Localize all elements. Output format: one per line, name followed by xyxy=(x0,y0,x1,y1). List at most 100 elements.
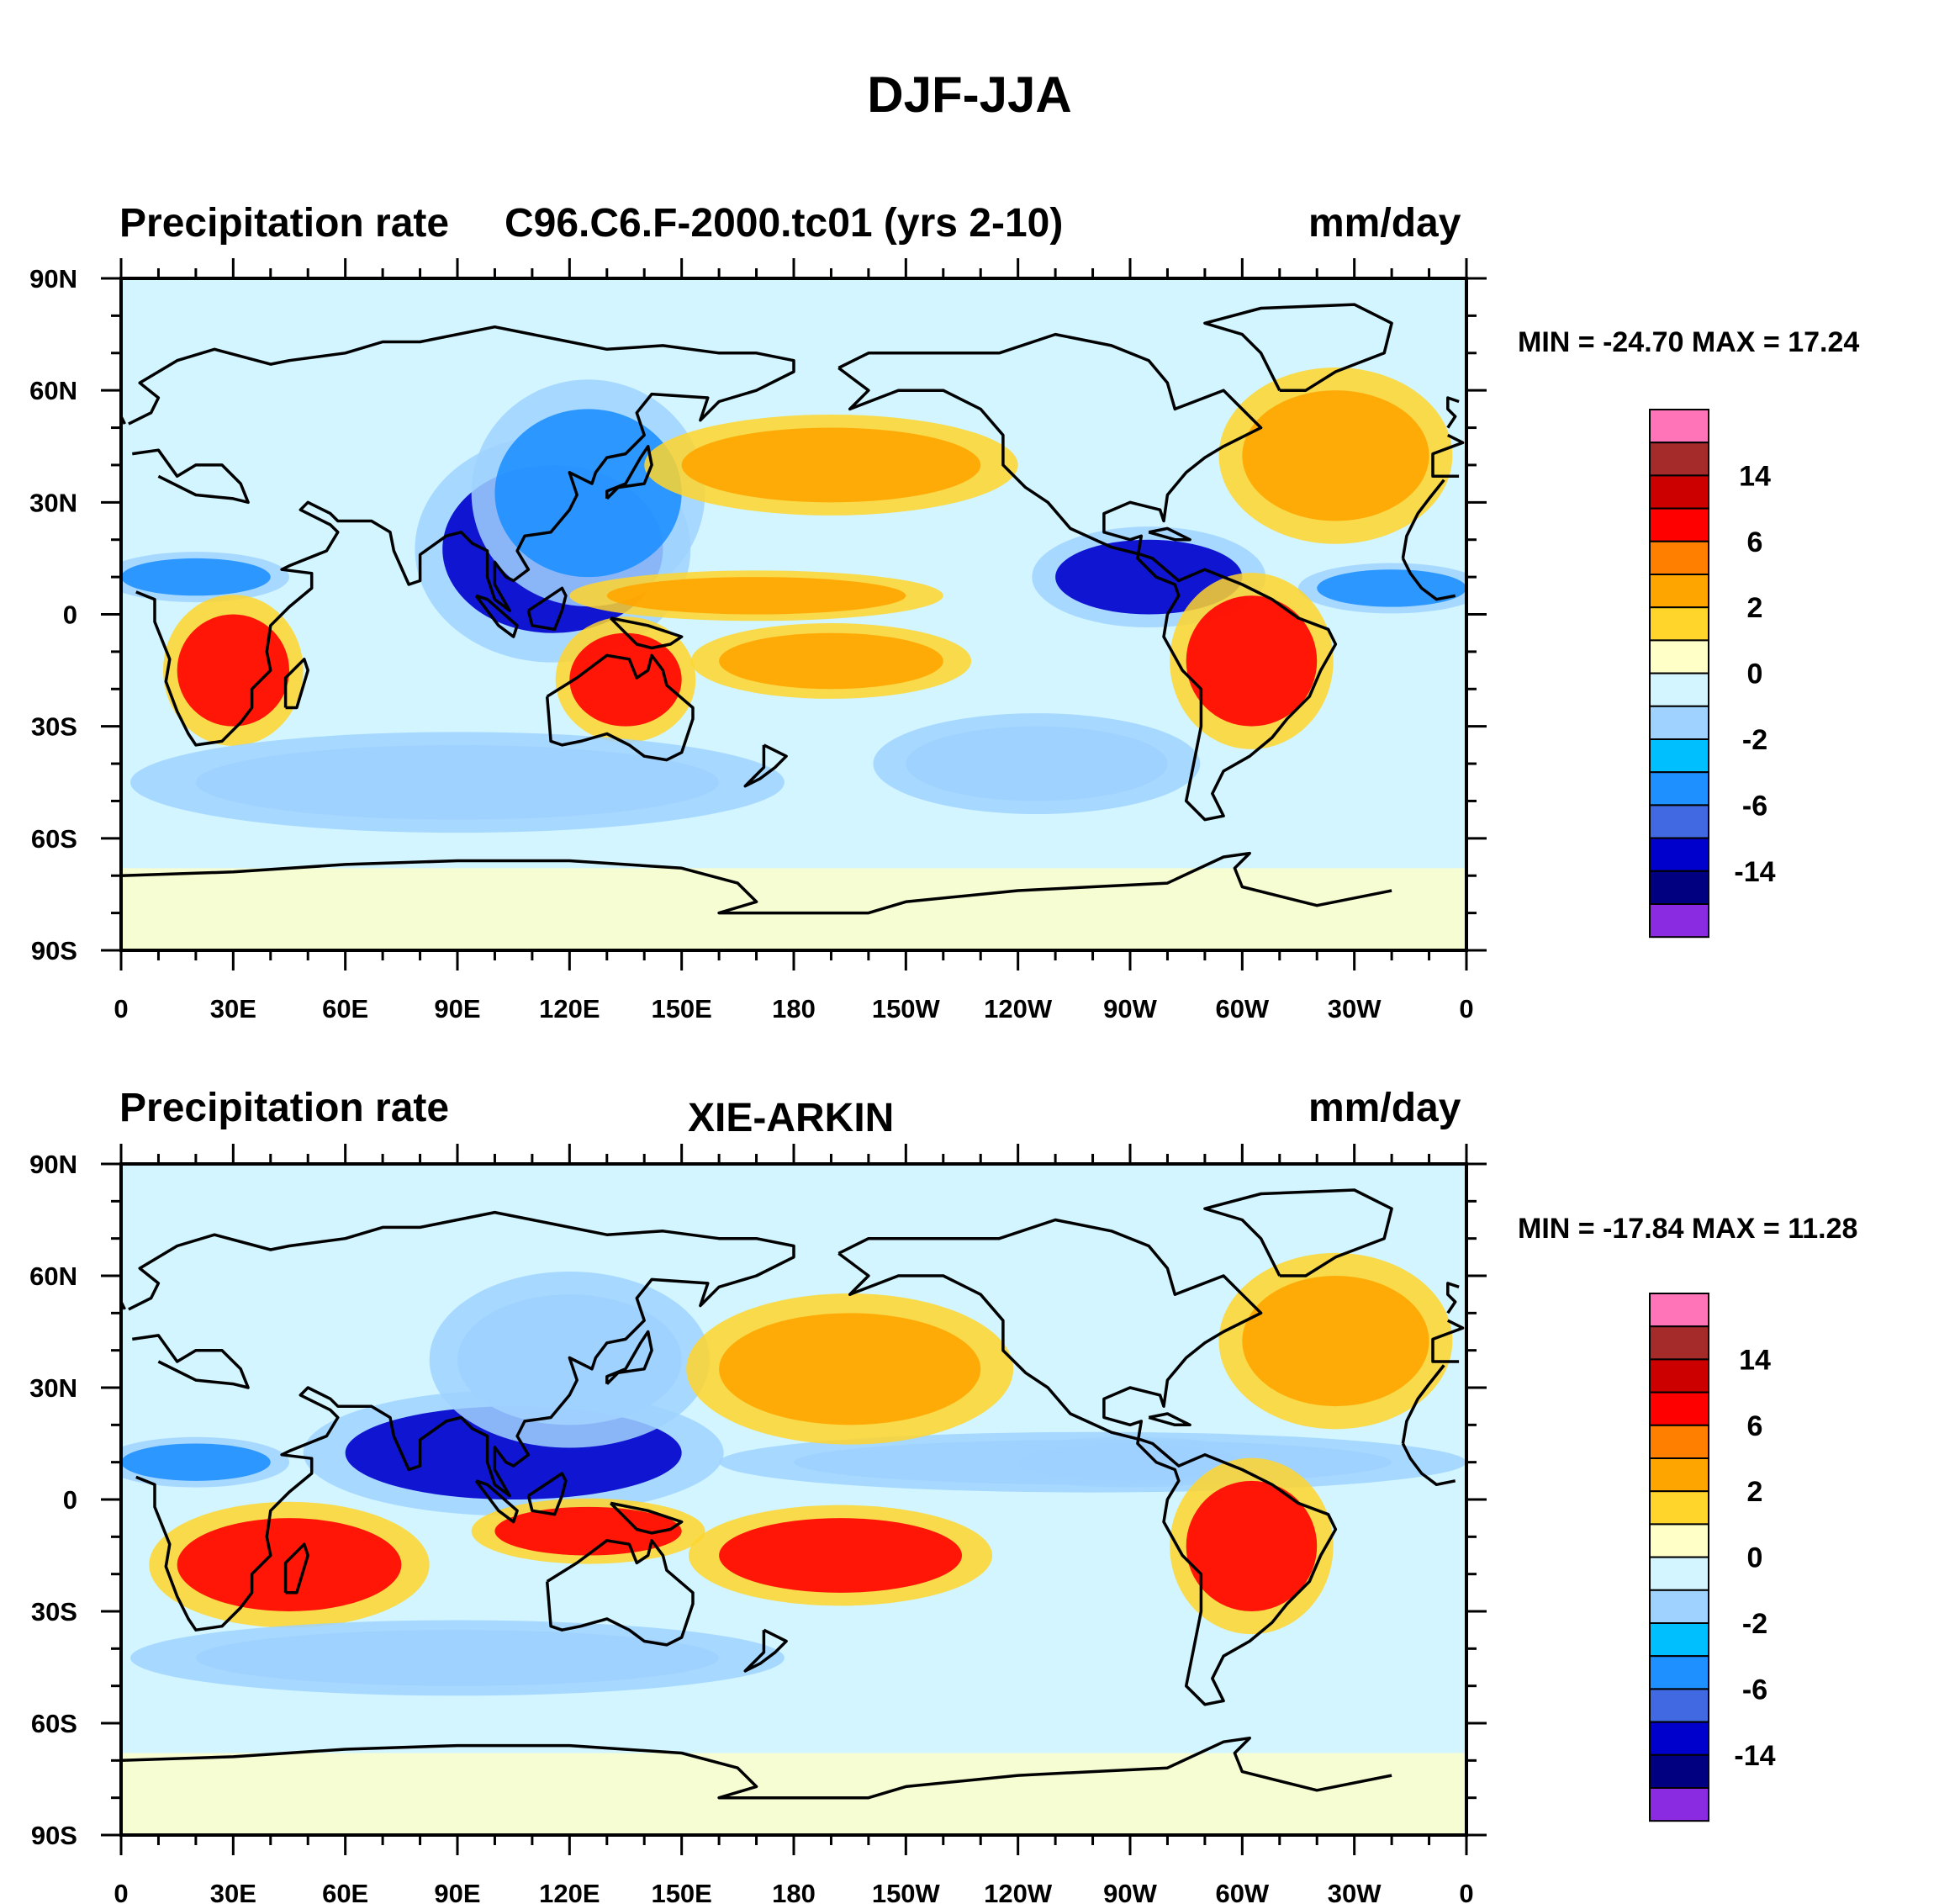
colorbar-label: 0 xyxy=(1747,1542,1763,1574)
region-southern-ocean-dry xyxy=(195,1630,720,1686)
colorbar-label: 2 xyxy=(1747,1476,1763,1508)
y-tick-label: 60N xyxy=(29,376,77,405)
coastlines xyxy=(121,1188,1465,1800)
colorbar-label: -6 xyxy=(1742,1674,1767,1706)
coastline-greenland xyxy=(1203,1188,1393,1277)
x-tick-label: 90W xyxy=(1103,1879,1157,1904)
colorbar-label: 6 xyxy=(1747,526,1763,558)
coastline-greenland xyxy=(1203,303,1393,392)
panel2-minmax: MIN = -17.84 MAX = 11.28 xyxy=(1518,1213,1858,1245)
colorbar-swatch xyxy=(1649,1589,1709,1625)
coastline-australia xyxy=(545,1539,695,1647)
coastline-borneo xyxy=(526,1472,568,1516)
coastline-new-zealand xyxy=(743,743,788,788)
region-amazon-wet xyxy=(1186,1480,1318,1611)
x-tick-label: 0 xyxy=(114,1879,128,1904)
colorbar-label: -14 xyxy=(1734,1740,1775,1772)
colorbar-swatch xyxy=(1649,1688,1709,1723)
x-tick-label: 90W xyxy=(1103,994,1157,1023)
colorbar-swatch xyxy=(1649,1325,1709,1361)
colorbar-swatch xyxy=(1649,870,1709,906)
coastline-africa-eurasia-1 xyxy=(132,1334,250,1389)
colorbar-swatch xyxy=(1649,1490,1709,1526)
x-tick-label: 150W xyxy=(872,1879,941,1904)
colorbar-swatch xyxy=(1649,1391,1709,1426)
region-southern-africa-wet xyxy=(177,1518,402,1612)
colorbar-label: 2 xyxy=(1747,592,1763,624)
coastline-madagascar xyxy=(283,658,309,710)
coastline-sumatra xyxy=(474,1479,519,1524)
colorbar-swatch xyxy=(1649,606,1709,642)
map-panel-1: 0 30E 60E 90E 120E 150E 180 150W 120W 90W 60W 30W 09… xyxy=(29,258,1487,1023)
colorbar-swatch xyxy=(1649,1457,1709,1493)
y-tick-label: 90N xyxy=(29,1150,77,1179)
panel1-left-title: Precipitation rate xyxy=(119,201,450,246)
x-tick-label: 60E xyxy=(322,994,368,1023)
coastline-africa-eurasia-2 xyxy=(1431,433,1465,479)
y-tick-label: 30S xyxy=(31,712,77,742)
precip-field xyxy=(121,1252,1466,1835)
coastline-africa-eurasia xyxy=(1401,1364,1445,1444)
coastline-africa-eurasia-3 xyxy=(128,325,795,747)
colorbar-swatch xyxy=(1649,1556,1709,1591)
colorbar-2: 14 6 2 0 -2 -6 -14 xyxy=(1649,1293,1776,1822)
region-north-atlantic-wet xyxy=(1242,1276,1429,1407)
x-tick-label: 60E xyxy=(322,1879,368,1904)
coastline-madagascar xyxy=(283,1542,309,1595)
x-tick-label: 150E xyxy=(651,1879,711,1904)
y-axis: 90N 60N 30N 0 30S 60S 90S xyxy=(29,264,1487,965)
x-tick-label: 120W xyxy=(984,994,1053,1023)
panel2-left-title: Precipitation rate xyxy=(119,1086,450,1130)
x-tick-label: 30W xyxy=(1328,994,1382,1023)
coastline-antarctica xyxy=(121,1736,1392,1800)
x-tick-label: 150W xyxy=(872,994,941,1023)
antarctic-cap xyxy=(121,868,1466,950)
x-tick-label: 30E xyxy=(210,1879,256,1904)
colorbar-label: 14 xyxy=(1739,1344,1771,1376)
y-tick-label: 0 xyxy=(63,1485,77,1515)
coastline-africa-eurasia-2 xyxy=(1431,1319,1465,1363)
colorbar-swatch xyxy=(1649,474,1709,510)
x-axis: 0 30E 60E 90E 120E 150E 180 150W 120W 90W 60W 30W 0 xyxy=(114,258,1474,1023)
map-panel-2: 0 30E 60E 90E 120E 150E 180 150W 120W 90W 60W 30W 09… xyxy=(29,1144,1487,1904)
region-spcz-wet xyxy=(719,1518,962,1593)
colorbar-1: 14 6 2 0 -2 -6 -14 xyxy=(1649,409,1776,939)
coastline-uk-2 xyxy=(1446,396,1460,429)
region-southern-africa-wet xyxy=(177,614,289,727)
colorbar-label: -2 xyxy=(1742,724,1767,756)
colorbar-swatch xyxy=(1649,672,1709,707)
colorbar-swatch xyxy=(1649,1293,1709,1328)
colorbar-swatch xyxy=(1649,804,1709,839)
colorbar-label: 14 xyxy=(1739,460,1771,492)
colorbar-label: 0 xyxy=(1747,658,1763,690)
y-tick-label: 60S xyxy=(31,824,77,854)
colorbar-swatch xyxy=(1649,1753,1709,1790)
colorbar-label: 6 xyxy=(1747,1410,1763,1442)
panel1-minmax: MIN = -24.70 MAX = 17.24 xyxy=(1518,326,1860,358)
colorbar-swatch xyxy=(1649,540,1709,575)
y-tick-label: 60S xyxy=(31,1709,77,1738)
y-tick-label: 30S xyxy=(31,1597,77,1626)
region-north-pacific-wet xyxy=(681,427,981,503)
x-tick-label: 60W xyxy=(1215,1879,1269,1904)
colorbar-swatch xyxy=(1649,1655,1709,1690)
colorbar-swatch xyxy=(1649,1787,1709,1822)
colorbar-label: -2 xyxy=(1742,1608,1767,1640)
panel2-center-title: XIE-ARKIN xyxy=(688,1096,895,1140)
region-east-asia-dry xyxy=(494,409,682,578)
coastline-uk-2 xyxy=(1446,1282,1460,1314)
x-tick-label: 60W xyxy=(1215,994,1269,1023)
coastline-americas xyxy=(837,1218,1338,1706)
x-tick-label: 0 xyxy=(114,994,128,1023)
colorbar-swatch xyxy=(1649,442,1709,477)
colorbar-swatch xyxy=(1649,738,1709,774)
antarctic-cap xyxy=(121,1753,1466,1835)
x-tick-label: 30W xyxy=(1328,1879,1382,1904)
region-africa-sahel-dry xyxy=(121,558,271,596)
colorbar-label: -14 xyxy=(1734,856,1775,888)
y-tick-label: 0 xyxy=(63,600,77,630)
colorbar-swatch xyxy=(1649,837,1709,872)
colorbar-swatch xyxy=(1649,1424,1709,1460)
y-axis: 90N 60N 30N 0 30S 60S 90S xyxy=(29,1150,1487,1850)
